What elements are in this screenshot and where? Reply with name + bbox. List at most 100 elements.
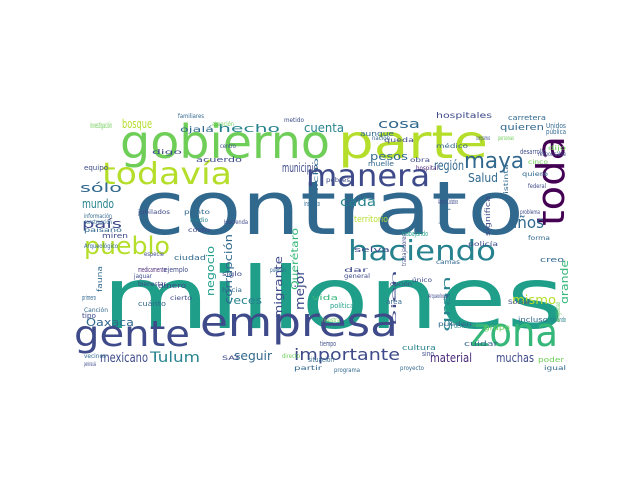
word-quieren: territorio	[354, 215, 388, 225]
word-area: tiempo	[320, 340, 336, 348]
word-quiero: cinco	[528, 159, 548, 166]
word-puedan: cierto	[170, 295, 192, 302]
word-trabajadores: dicho	[313, 157, 320, 196]
word-siglo: jaguar	[133, 273, 152, 280]
word-pobres: igual	[544, 365, 566, 372]
word-gobierno: gobierno	[120, 115, 330, 169]
word-cierto: hacia	[222, 287, 242, 294]
word-primero: fauna	[96, 266, 104, 292]
word-incluso: cuánto	[138, 300, 166, 308]
word-hacia: dijo	[548, 145, 567, 152]
word-acuerdo: ojalá	[180, 125, 214, 134]
word-mismo: muchas	[496, 351, 534, 365]
word-queda: metido	[284, 117, 304, 124]
word-policia: forma	[528, 235, 550, 242]
word-miren: equipo	[84, 164, 108, 172]
word-muchas: material	[430, 351, 472, 365]
word-hecho: cuenta	[304, 121, 344, 135]
word-mexicano: hecho	[218, 122, 280, 135]
word-mejor: mejor	[293, 270, 307, 310]
word-centro: Social	[508, 299, 530, 306]
word-trabajando: selva	[354, 246, 390, 254]
word-hacienda: punto	[184, 209, 210, 216]
word-oaxaca: mexicano	[100, 351, 148, 366]
word-directo: proyecto	[400, 365, 424, 372]
word-zona: zona	[470, 310, 558, 356]
word-contrato: contrato	[134, 166, 524, 252]
word-unico: directo	[282, 353, 300, 360]
word-atencion-ciudadana: bien	[391, 269, 398, 326]
word-territorio: gran	[440, 276, 453, 332]
word-cuidar: grupo	[484, 323, 510, 332]
word-general: dar	[344, 267, 369, 274]
word-queretaro: Querétaro	[289, 228, 301, 290]
word-tulum: Tulum	[149, 350, 200, 366]
word-significa: general	[344, 273, 370, 280]
word-cada: Salud	[468, 171, 498, 185]
word-partir: SAT	[222, 355, 241, 362]
word-sat: peninsula	[84, 361, 96, 368]
word-federal: opción	[390, 281, 412, 288]
word-medico: siglo	[222, 271, 242, 278]
word-creo: hablando	[550, 316, 566, 324]
word-cultura: trabajando	[402, 230, 428, 238]
word-selva: Unidos	[546, 122, 566, 130]
word-tiempo: situación	[308, 356, 334, 364]
word-medio: pública	[546, 128, 566, 136]
word-aunque: muelle	[368, 160, 394, 168]
word-siempre: grande	[558, 260, 568, 304]
word-bienestar: policía	[468, 241, 498, 248]
word-costo: Atención Ciudadana	[438, 198, 458, 206]
word-atencion: familiares	[178, 113, 204, 120]
word-camas: problema	[520, 209, 540, 216]
word-vecinos: camas	[436, 259, 460, 266]
word-arqueologico: significa	[484, 196, 492, 236]
word-hospital: Canción	[84, 307, 108, 314]
word-nacion: antigüedad	[555, 302, 562, 322]
word-ciudad: dinero	[158, 282, 186, 290]
word-punto: federal	[528, 183, 546, 190]
word-pais: región	[434, 159, 464, 174]
word-bien: instituto	[304, 200, 320, 208]
word-equipo: poder	[538, 356, 564, 364]
word-fauna: medio	[190, 217, 208, 224]
word-antiguedad: jubilados	[137, 209, 170, 216]
word-gente: gente	[74, 314, 190, 355]
word-seguir: seguir	[234, 349, 272, 363]
word-cinco: nación	[372, 135, 390, 142]
word-maya: maya	[464, 149, 524, 174]
word-programa: partir	[294, 365, 323, 372]
word-compramos: médico	[436, 143, 468, 150]
word-poder: denuncia	[454, 322, 476, 330]
word-sino: tipo	[82, 312, 96, 320]
word-denuncia: cuidar	[464, 340, 498, 348]
word-unidos: creo	[540, 256, 564, 264]
word-millones: millones	[102, 249, 564, 349]
word-empresa: empresa	[200, 300, 398, 346]
word-cloud-canvas: millones contrato gobierno parte empresa…	[74, 111, 568, 374]
word-salud: municipio	[282, 161, 318, 175]
word-mundo: país	[82, 217, 122, 231]
word-cancion: costo	[188, 227, 210, 234]
word-dicho: nuestra	[322, 317, 340, 324]
word-naturaleza: trabajadores	[401, 234, 408, 266]
word-manera: manera	[306, 159, 430, 194]
word-toda: toda	[529, 136, 568, 226]
word-tipo: primero	[82, 294, 96, 302]
word-nuestra: pobres	[326, 177, 350, 184]
word-medicamento: acuerdo	[196, 156, 242, 164]
word-material: Oaxaca	[86, 316, 134, 329]
word-distinta: quiero	[522, 171, 548, 178]
word-problema: responsable	[538, 151, 566, 158]
word-grande: mismo	[512, 293, 556, 307]
word-grupo: ejemplo	[164, 266, 188, 274]
word-obra: personas	[498, 135, 514, 142]
word-pueden: hospital	[416, 165, 438, 172]
word-igual: puedan	[270, 267, 286, 274]
word-peninsula: bienestar	[138, 281, 167, 288]
word-opcion: único	[412, 277, 432, 284]
word-haciendo: haciendo	[348, 234, 496, 267]
word-jubilados: construcción	[84, 219, 112, 226]
word-cuenta: cosa	[378, 117, 420, 131]
word-familiares: digo	[152, 149, 183, 156]
